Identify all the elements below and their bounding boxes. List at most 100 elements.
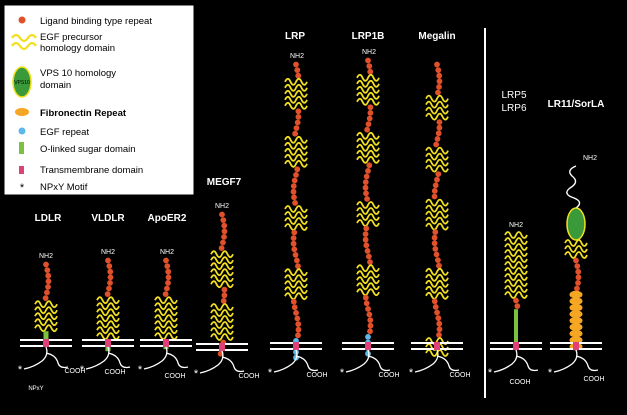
apoer2-cytoplasmic-tail — [143, 346, 189, 370]
lrp-ligand-repeat — [292, 200, 298, 206]
legend-label-egf-repeat: EGF repeat — [40, 127, 89, 138]
lrp1b-ligand-repeat — [367, 68, 374, 75]
ldlr-ligand-repeat — [45, 278, 52, 285]
ldlr-egf-precursor-coil — [34, 306, 58, 315]
lrp1b-transmembrane-domain — [365, 342, 371, 350]
lrp-ligand-repeat — [293, 310, 299, 316]
megalin-egf-precursor-coil — [425, 291, 449, 300]
cooh-label-lrp5-6: COOH — [510, 379, 531, 386]
megalin-ligand-repeat — [436, 320, 443, 327]
nh2-label-lrp: NH2 — [290, 53, 304, 60]
legend-label-ligand: Ligand binding type repeat — [40, 16, 152, 27]
nh2-label-lrp1b: NH2 — [362, 49, 376, 56]
megalin-ligand-repeat — [432, 304, 439, 310]
lrp1b-ligand-repeat — [365, 121, 372, 127]
megalin-egf-precursor-coil — [425, 198, 449, 207]
megalin-ligand-repeat — [435, 67, 442, 73]
vldlr-egf-precursor-coil — [96, 314, 120, 323]
lr11-ligand-repeat — [574, 263, 581, 269]
apoer2-ligand-repeat — [164, 263, 171, 269]
nh2-label-apoer2: NH2 — [160, 249, 174, 256]
lrp-ligand-repeat — [293, 172, 299, 178]
megf7-transmembrane-domain — [219, 343, 225, 351]
lr11-fibronectin-repeat — [569, 323, 583, 331]
lrp5-6-transmembrane-domain — [513, 342, 519, 350]
lrp1b-ligand-repeat — [362, 294, 369, 301]
megf7-egf-precursor-coil — [210, 274, 234, 283]
megf7-npxy-star-icon: * — [194, 368, 199, 380]
megalin-ligand-repeat — [431, 240, 438, 247]
vldlr-egf-precursor-coil — [96, 296, 120, 305]
megf7-egf-precursor-coil — [210, 280, 234, 289]
ldlr-egf-precursor-coil — [34, 324, 58, 333]
lrp-egf-precursor-coil — [284, 211, 308, 219]
lr11-fibronectin-repeat — [569, 303, 583, 312]
lrp1b-ligand-repeat — [364, 196, 370, 202]
lrp1b-npxy-star-icon: * — [340, 367, 345, 379]
receptor-name-ldlr: LDLR — [35, 213, 62, 224]
megf7-egf-precursor-coil — [210, 321, 234, 329]
vldlr-ligand-repeat — [105, 257, 111, 264]
lrp-egf-precursor-coil — [284, 77, 308, 86]
megalin-egf-precursor-coil — [425, 158, 449, 167]
apoer2-egf-precursor-coil — [154, 326, 178, 335]
lrp5-6-ligand-repeat — [513, 297, 519, 304]
lrp1b-ligand-repeat — [364, 248, 371, 254]
cooh-label-lrp: COOH — [307, 372, 328, 379]
vldlr-npxy-star-icon: * — [80, 364, 85, 376]
apoer2-npxy-star-icon: * — [138, 364, 143, 376]
npxy-label-ldlr: NPxY — [28, 386, 43, 392]
receptor-name-lr11-sorla: LR11/SorLA — [548, 99, 605, 110]
vldlr-ligand-repeat — [106, 263, 113, 269]
lrp1b-egf-precursor-coil — [356, 79, 380, 88]
megf7-ligand-repeat — [221, 286, 228, 293]
megf7-ligand-repeat — [221, 228, 228, 235]
lrp-ligand-repeat — [294, 67, 301, 73]
apoer2-ligand-repeat — [165, 274, 172, 281]
lrp-ligand-repeat — [295, 108, 302, 115]
lrp1b-egf-precursor-coil — [356, 276, 380, 285]
lrp1b-ligand-repeat — [367, 328, 373, 335]
vldlr-ligand-repeat — [107, 268, 114, 275]
megalin-egf-precursor-coil — [425, 204, 449, 213]
megalin-egf-precursor-coil — [425, 285, 449, 294]
lrp1b-egf-precursor-coil — [356, 207, 380, 215]
lrp-ligand-repeat — [295, 72, 302, 79]
lrp1b-egf-precursor-coil — [356, 219, 380, 227]
megalin-egf-precursor-coil — [425, 100, 449, 109]
lr11-vps10-domain — [566, 207, 586, 241]
ldlr-ligand-repeat — [45, 284, 51, 290]
megf7-egf-precursor-coil — [210, 268, 234, 277]
lrp1b-ligand-repeat — [365, 306, 371, 312]
apoer2-egf-precursor-coil — [154, 296, 178, 305]
legend-label-olinked: O-linked sugar domain — [40, 144, 136, 155]
megalin-ligand-repeat — [432, 246, 439, 252]
megalin-cytoplasmic-tail — [414, 349, 460, 373]
megf7-egf-precursor-coil — [210, 309, 234, 317]
lrp1b-egf-precursor-coil — [356, 73, 380, 82]
lrp1b-ligand-repeat — [363, 225, 370, 232]
megf7-cytoplasmic-tail — [199, 350, 245, 374]
lrp1b-egf-precursor-coil — [356, 91, 380, 100]
legend-label-npxy: NPxY Motif — [40, 182, 88, 193]
lrp1b-ligand-repeat — [365, 168, 371, 174]
lrp1b-egf-precursor-coil — [356, 97, 380, 106]
megf7-ligand-repeat — [220, 217, 227, 224]
lrp1b-ligand-repeat — [362, 184, 369, 191]
apoer2-egf-precursor-coil — [154, 308, 178, 317]
megalin-ligand-repeat — [435, 171, 442, 178]
lr11-unstructured-tail — [566, 165, 581, 209]
vldlr-ligand-repeat — [106, 285, 112, 292]
apoer2-egf-precursor-coil — [154, 302, 178, 311]
megf7-egf-precursor-coil — [210, 250, 234, 259]
lrp-egf-precursor-coil — [284, 268, 308, 277]
lr11-ligand-repeat — [575, 274, 582, 281]
megf7-ligand-repeat — [219, 211, 225, 218]
lr11-fibronectin-repeat — [569, 310, 583, 318]
lrp-egf-precursor-coil — [284, 89, 308, 98]
lrp1b-cytoplasmic-tail — [345, 349, 391, 373]
apoer2-transmembrane-domain — [163, 339, 169, 347]
pink-square-icon — [19, 166, 24, 174]
lrp5-6-egf-precursor-coil — [504, 279, 528, 287]
